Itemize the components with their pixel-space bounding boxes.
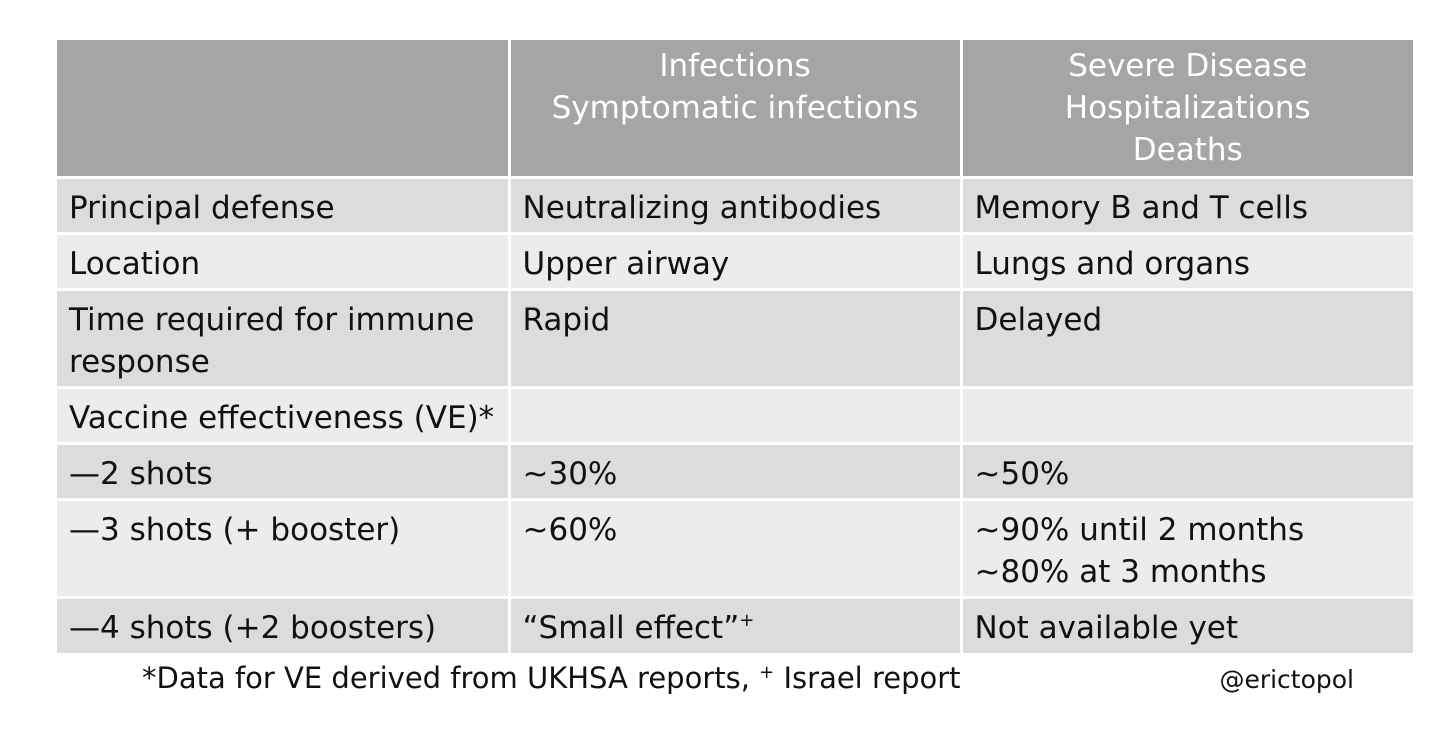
table-row: Time required for immune response Rapid … [57,287,1413,389]
cell-infections: ~60% [507,497,963,599]
footnote-text-after: Israel report [774,661,961,695]
cell-infections: “Small effect”+ [507,595,963,653]
row-label-4-shots: —4 shots (+2 boosters) [57,595,511,653]
table-row: —3 shots (+ booster) ~60% ~90% until 2 m… [57,497,1413,599]
row-label-3-shots: —3 shots (+ booster) [57,497,511,599]
header-empty-cell [57,40,511,179]
row-label-location: Location [57,231,511,291]
comparison-table: Infections Symptomatic infections Severe… [57,40,1413,653]
table-row: —2 shots ~30% ~50% [57,441,1413,501]
cell-infections: ~30% [507,441,963,501]
cell-severe: ~90% until 2 months ~80% at 3 months [959,497,1413,599]
cell-severe: Not available yet [959,595,1413,653]
cell-severe: Lungs and organs [959,231,1413,291]
source-handle: @erictopol [1219,665,1354,694]
footnote-text-before: *Data for VE derived from UKHSA reports, [142,661,760,695]
plus-mark: + [739,609,755,631]
cell-infections: Rapid [507,287,963,389]
cell-severe: ~50% [959,441,1413,501]
row-label-time-required: Time required for immune response [57,287,511,389]
row-label-principal-defense: Principal defense [57,175,511,235]
table-row: Vaccine effectiveness (VE)* [57,385,1413,445]
cell-severe: Delayed [959,287,1413,389]
table-header-row: Infections Symptomatic infections Severe… [57,40,1413,179]
cell-infections: Neutralizing antibodies [507,175,963,235]
footnote-plus-mark: + [759,662,775,683]
row-label-2-shots: —2 shots [57,441,511,501]
cell-infections [507,385,963,445]
cell-infections: Upper airway [507,231,963,291]
small-effect-text: “Small effect” [522,609,740,646]
table-row: Location Upper airway Lungs and organs [57,231,1413,291]
row-label-vaccine-effectiveness: Vaccine effectiveness (VE)* [57,385,511,445]
cell-severe: Memory B and T cells [959,175,1413,235]
header-infections: Infections Symptomatic infections [507,40,963,179]
header-severe-disease: Severe Disease Hospitalizations Deaths [959,40,1413,179]
table-row: Principal defense Neutralizing antibodie… [57,175,1413,235]
cell-severe [959,385,1413,445]
table-row: —4 shots (+2 boosters) “Small effect”+ N… [57,595,1413,653]
footnote: *Data for VE derived from UKHSA reports,… [142,660,961,696]
